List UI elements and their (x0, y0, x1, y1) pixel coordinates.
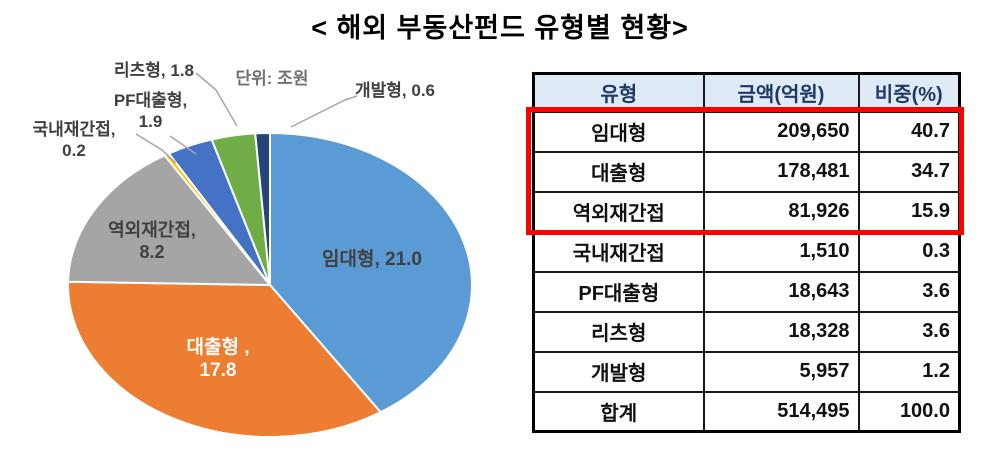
table-header-row: 유형 금액(억원) 비중(%) (532, 72, 961, 113)
value-cell: 18,328 (702, 310, 860, 353)
unit-note: 단위: 조원 (235, 69, 309, 88)
type-cell: 대출형 (532, 150, 705, 193)
value-cell: 0.3 (857, 230, 961, 273)
leader-line-domestic-indirect (135, 133, 177, 164)
pie-label-loan-name: 대출형 , (186, 337, 250, 358)
table-row: 대출형 178,481 34.7 (532, 150, 961, 193)
pie-slice-loan (67, 280, 383, 438)
value-cell: 81,926 (702, 190, 860, 233)
fund-table: 유형 금액(억원) 비중(%) 임대형 209,650 40.7 대출형 178,481 34.… (532, 72, 961, 433)
pie-label-loan: 대출형 , 17.8 (158, 336, 278, 382)
pie-label-loan-value: 17.8 (199, 360, 237, 382)
type-cell: 임대형 (532, 110, 705, 153)
type-cell: PF대출형 (532, 270, 705, 313)
pie-label-offshore-indirect-name: 역외재간접, (108, 220, 196, 240)
type-cell: 리츠형 (532, 310, 705, 353)
type-cell: 국내재간접 (532, 230, 705, 273)
pie-chart-panel: 리츠형, 1.8 단위: 조원 PF대출형, 1.9 국내재간접, 0.2 개발… (14, 61, 473, 438)
type-cell: 개발형 (532, 350, 705, 393)
pie-label-development: 개발형, 0.6 (355, 81, 435, 100)
value-cell: 5,957 (702, 350, 860, 393)
pie-label-pf-loan-name: PF대출형, (113, 91, 188, 110)
pie-label-rental: 임대형, 21.0 (322, 249, 422, 270)
pie-chart (67, 72, 473, 438)
pie-slice-offshore-indirect (67, 154, 273, 287)
value-cell: 18,643 (702, 270, 860, 313)
type-cell: 합계 (532, 390, 705, 433)
pie-label-reits: 리츠형, 1.8 (114, 61, 194, 80)
value-cell: 3.6 (857, 270, 961, 313)
pie-label-pf-loan: PF대출형, 1.9 (101, 91, 200, 132)
table-row: 임대형 209,650 40.7 (532, 110, 961, 153)
table-row: 국내재간접 1,510 0.3 (532, 230, 961, 273)
leader-lines (135, 72, 358, 164)
table-row: PF대출형 18,643 3.6 (532, 270, 961, 313)
value-cell: 178,481 (702, 150, 860, 193)
chart-title: < 해외 부동산펀드 유형별 현황> (311, 13, 689, 43)
pie-label-domestic-indirect: 국내재간접, 0.2 (14, 120, 134, 161)
pie-label-offshore-indirect: 역외재간접, 8.2 (88, 220, 216, 264)
column-header: 금액(억원) (702, 72, 860, 113)
value-cell: 15.9 (857, 190, 961, 233)
pie-slice-development (254, 131, 271, 286)
pie-label-domestic-indirect-name: 국내재간접, (32, 120, 116, 139)
value-cell: 100.0 (857, 390, 961, 433)
value-cell: 1,510 (702, 230, 860, 273)
pie-label-domestic-indirect-value: 0.2 (62, 140, 86, 160)
pie-label-offshore-indirect-value: 8.2 (139, 241, 165, 262)
value-cell: 209,650 (702, 110, 860, 153)
fund-table-panel: 유형 금액(억원) 비중(%) 임대형 209,650 40.7 대출형 178,481 34.… (526, 72, 964, 433)
leader-line-reits (195, 72, 238, 127)
table-row: 개발형 5,957 1.2 (532, 350, 961, 393)
value-cell: 1.2 (857, 350, 961, 393)
value-cell: 3.6 (857, 310, 961, 353)
pie-label-pf-loan-value: 1.9 (138, 111, 163, 131)
column-header: 비중(%) (857, 72, 961, 113)
leader-line-pf-loan (169, 135, 197, 155)
leader-line-development (290, 95, 358, 128)
table-row: 리츠형 18,328 3.6 (532, 310, 961, 353)
type-cell: 역외재간접 (532, 190, 705, 233)
column-header: 유형 (532, 72, 705, 113)
value-cell: 514,495 (702, 390, 860, 433)
value-cell: 40.7 (857, 110, 961, 153)
table-row: 합계 514,495 100.0 (532, 390, 961, 433)
value-cell: 34.7 (857, 150, 961, 193)
table-row: 역외재간접 81,926 15.9 (532, 190, 961, 233)
